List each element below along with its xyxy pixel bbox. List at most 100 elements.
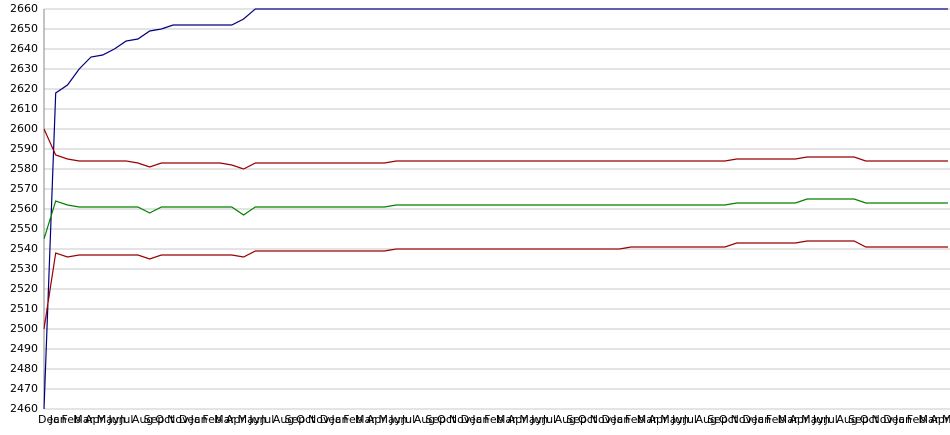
y-tick-label: 2520 [10,282,38,295]
x-tick-label: Dec [320,413,341,426]
y-tick-label: 2660 [10,2,38,15]
x-tick-label: Oct [719,413,739,426]
x-tick-label: Oct [860,413,880,426]
series-line [43,128,948,170]
x-tick-label: Aug [555,413,576,426]
x-tick-label: Jan [49,413,67,426]
x-tick-label: Jun [530,413,548,426]
x-tick-label: Nov [872,413,894,426]
x-tick-label: Mar [73,413,94,426]
x-tick-label: Nov [590,413,612,426]
x-tick-label: May [97,413,120,426]
x-tick-label: Feb [484,413,503,426]
x-tick-label: Jul [119,413,133,426]
x-tick-label: Dec [179,413,200,426]
x-tick-label: Jul [542,413,556,426]
x-tick-label: Mar [637,413,658,426]
x-tick-label: Mar [355,413,376,426]
y-tick-label: 2640 [10,42,38,55]
x-tick-label: Aug [132,413,153,426]
x-tick-label: Jul [401,413,415,426]
x-tick-label: May [660,413,683,426]
x-tick-label: Jun [107,413,125,426]
x-tick-label: Oct [578,413,598,426]
x-tick-label: Jan [753,413,771,426]
x-tick-label: Dec [742,413,763,426]
x-tick-label: Sep [707,413,728,426]
x-tick-label: Oct [437,413,457,426]
y-tick-label: 2570 [10,182,38,195]
x-tick-label: May [519,413,542,426]
x-tick-label: Sep [425,413,446,426]
x-tick-label: Apr [367,413,387,426]
x-tick-label: Mar [778,413,799,426]
x-tick-label: Apr [226,413,246,426]
x-tick-label: Feb [202,413,221,426]
x-tick-label: Apr [508,413,528,426]
series-line [43,240,948,330]
x-tick-label: Aug [273,413,294,426]
x-tick-label: Jan [471,413,489,426]
x-tick-label: Jan [612,413,630,426]
x-tick-label: Aug [836,413,857,426]
x-tick-label: Sep [285,413,306,426]
x-tick-label: Oct [155,413,175,426]
x-tick-label: Aug [414,413,435,426]
series-line [43,8,948,410]
x-tick-label: Dec [38,413,59,426]
y-tick-label: 2580 [10,162,38,175]
x-tick-label: May [942,413,950,426]
y-tick-label: 2610 [10,102,38,115]
x-tick-label: Sep [566,413,587,426]
series-line [43,198,948,240]
x-tick-label: Mar [214,413,235,426]
x-tick-label: Dec [602,413,623,426]
y-tick-label: 2470 [10,382,38,395]
y-tick-label: 2510 [10,302,38,315]
y-tick-label: 2650 [10,22,38,35]
y-tick-label: 2530 [10,262,38,275]
x-tick-label: Mar [919,413,940,426]
x-tick-label: Feb [625,413,644,426]
y-tick-label: 2460 [10,402,38,415]
x-tick-label: Nov [731,413,753,426]
x-tick-label: Feb [766,413,785,426]
x-tick-label: Apr [789,413,809,426]
x-tick-label: Dec [883,413,904,426]
x-tick-label: Jan [894,413,912,426]
x-tick-label: Jan [331,413,349,426]
x-tick-label: Apr [85,413,105,426]
x-tick-label: Jul [683,413,697,426]
y-tick-label: 2620 [10,82,38,95]
y-tick-label: 2560 [10,202,38,215]
x-tick-label: Mar [496,413,517,426]
y-tick-label: 2490 [10,342,38,355]
x-tick-label: Nov [308,413,330,426]
x-tick-label: Jun [671,413,689,426]
x-tick-label: Apr [930,413,950,426]
x-tick-label: Nov [167,413,189,426]
x-tick-label: May [238,413,261,426]
y-tick-label: 2630 [10,62,38,75]
y-tick-label: 2500 [10,322,38,335]
y-tick-label: 2600 [10,122,38,135]
x-tick-label: Apr [648,413,668,426]
x-tick-label: Jul [824,413,838,426]
x-tick-label: Jun [812,413,830,426]
y-tick-label: 2540 [10,242,38,255]
x-tick-label: Feb [61,413,80,426]
x-tick-label: Jun [248,413,266,426]
x-tick-label: Oct [296,413,316,426]
x-tick-label: Jan [190,413,208,426]
x-tick-label: Aug [695,413,716,426]
x-tick-label: May [378,413,401,426]
y-tick-label: 2590 [10,142,38,155]
x-tick-label: Feb [907,413,926,426]
x-tick-label: Dec [461,413,482,426]
x-tick-label: Sep [144,413,165,426]
y-tick-label: 2480 [10,362,38,375]
y-tick-label: 2550 [10,222,38,235]
x-tick-label: Sep [848,413,869,426]
x-tick-label: Feb [343,413,362,426]
